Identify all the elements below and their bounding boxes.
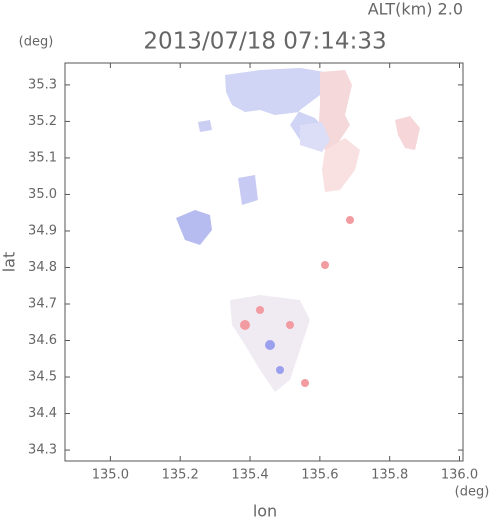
y-tick-label: 34.8 [28, 260, 57, 275]
x-unit: (deg) [455, 485, 490, 500]
y-tick-label: 34.5 [28, 370, 57, 385]
y-tick-label: 34.6 [28, 333, 57, 348]
y-tick-label: 34.3 [28, 443, 57, 458]
chart-title: 2013/07/18 07:14:33 [143, 29, 386, 55]
x-tick-label: 136.0 [441, 468, 478, 483]
x-axis-label: lon [253, 502, 277, 521]
y-tick-label: 35.0 [28, 187, 57, 202]
y-tick-label: 35.3 [28, 77, 57, 92]
radar-echo [176, 68, 420, 392]
y-tick-label: 34.7 [28, 296, 57, 311]
x-tick-label: 135.0 [92, 468, 129, 483]
plot-frame [64, 62, 464, 462]
y-unit: (deg) [19, 35, 54, 50]
y-tick-label: 34.4 [28, 406, 57, 421]
y-tick-label: 35.2 [28, 114, 57, 129]
x-tick-label: 135.2 [162, 468, 199, 483]
y-tick-label: 34.9 [28, 223, 57, 238]
x-tick-label: 135.6 [301, 468, 338, 483]
y-tick-label: 35.1 [28, 150, 57, 165]
y-axis-label: lat [0, 252, 19, 273]
x-tick-label: 135.4 [231, 468, 268, 483]
x-tick-label: 135.8 [371, 468, 408, 483]
altitude-label: ALT(km) 2.0 [368, 0, 463, 19]
